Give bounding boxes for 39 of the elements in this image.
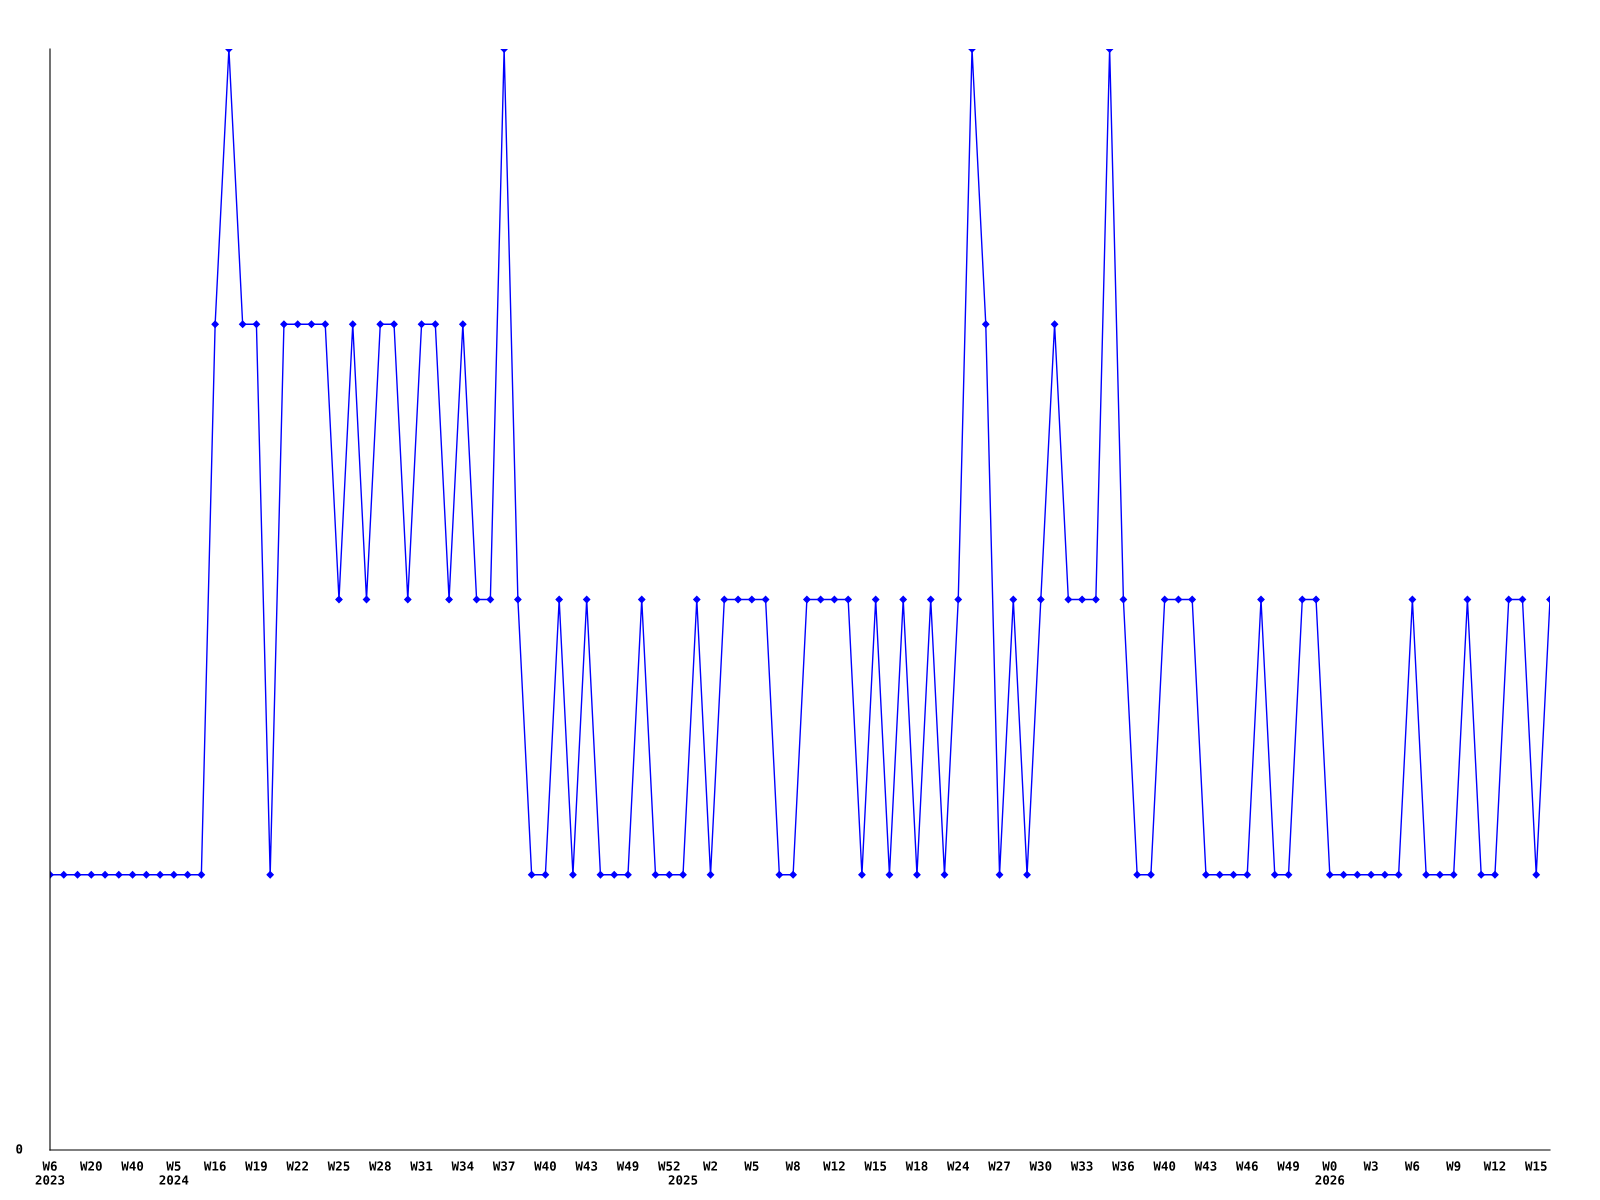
x-tick-label: W16 (203, 1161, 226, 1171)
x-tick-label: W8 (785, 1161, 800, 1171)
x-tick-label: W25 (327, 1161, 350, 1171)
x-tick-label: W15 (864, 1161, 887, 1171)
x-tick-label: W15 (1524, 1161, 1547, 1171)
x-tick-label: W12 (1483, 1161, 1506, 1171)
x-tick-label: W30 (1029, 1161, 1052, 1171)
x-tick-label: W36 (1112, 1161, 1135, 1171)
x-tick-label: W6 2023 (35, 1161, 65, 1185)
x-tick-label: W40 (1153, 1161, 1176, 1171)
x-tick-label: W40 (121, 1161, 144, 1171)
x-tick-label: W27 (988, 1161, 1010, 1171)
text: 0 (16, 1144, 23, 1154)
x-tick-label: W2 (703, 1161, 718, 1171)
x-tick-label: W24 (946, 1161, 969, 1171)
x-tick-label: W3 (1363, 1161, 1378, 1171)
x-tick-label: 2025 (668, 1175, 698, 1185)
x-tick-label: W31 (410, 1161, 433, 1171)
x-tick-label: W43 (575, 1161, 598, 1171)
x-tick-label: W20 (80, 1161, 102, 1171)
x-tick-label: W19 (245, 1161, 267, 1171)
x-tick-label: W18 (905, 1161, 928, 1171)
x-tick-label: W43 (1194, 1161, 1217, 1171)
x-tick-label: W22 (286, 1161, 308, 1171)
x-tick-label: W33 (1070, 1161, 1093, 1171)
x-tick-label: W28 (368, 1161, 391, 1171)
x-tick-label: W49 (616, 1161, 639, 1171)
x-tick-label: W34 (451, 1161, 474, 1171)
x-tick-label: W46 (1235, 1161, 1258, 1171)
x-tick-label: W5 2024 (159, 1161, 189, 1185)
x-tick-label: W49 (1277, 1161, 1300, 1171)
x-tick-label: W37 (492, 1161, 515, 1171)
x-tick-label: W12 (823, 1161, 845, 1171)
x-tick-label: W52 (657, 1161, 680, 1171)
x-tick-label: W5 (744, 1161, 759, 1171)
x-tick-label: W0 2026 (1315, 1161, 1345, 1185)
x-tick-label: W40 (534, 1161, 556, 1171)
x-tick-label: W6 (1404, 1161, 1420, 1171)
x-tick-label: W9 (1446, 1161, 1461, 1171)
